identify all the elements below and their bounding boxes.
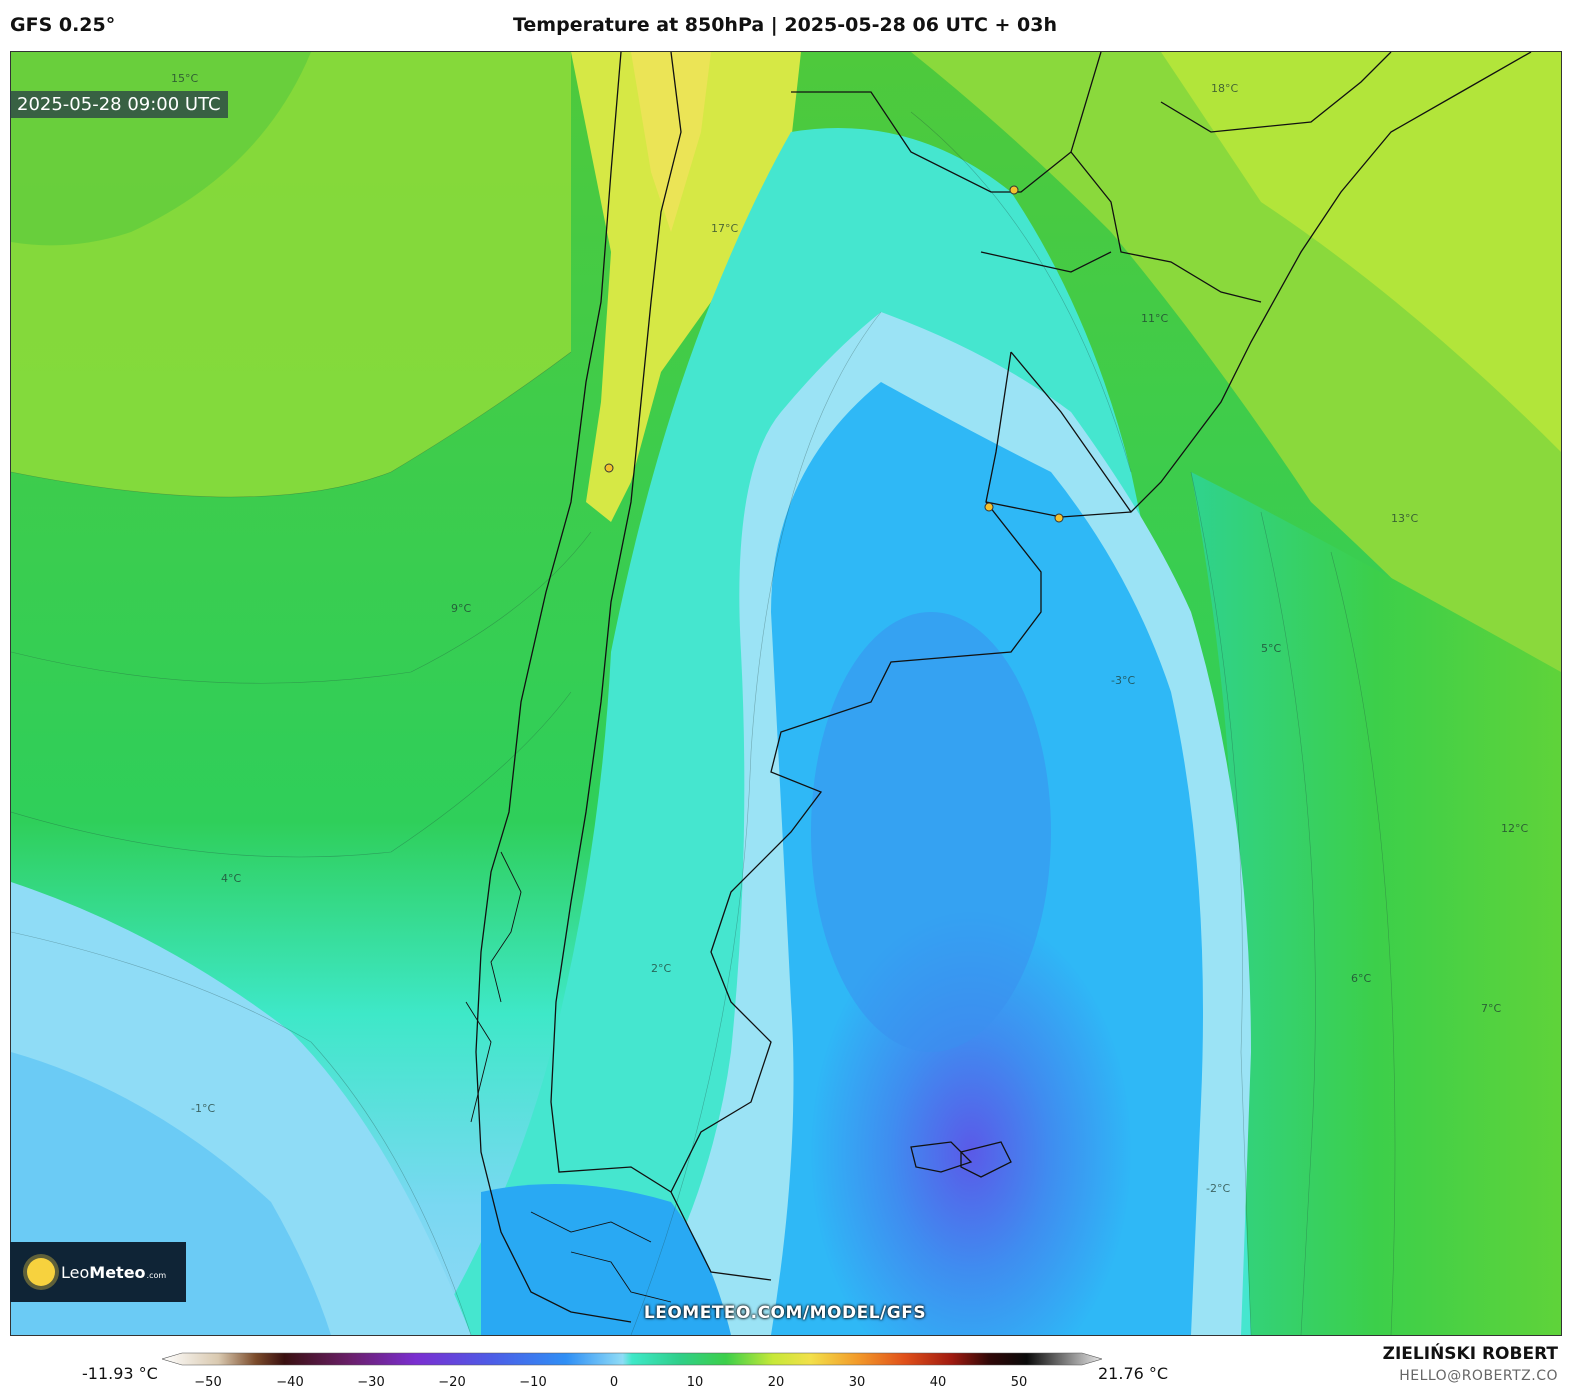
isotherm-label: 7°C <box>1481 1002 1501 1015</box>
isotherm-label: 18°C <box>1211 82 1238 95</box>
colorbar-tick: −40 <box>276 1375 303 1390</box>
isotherm-label: 5°C <box>1261 642 1281 655</box>
falkland-east <box>960 1141 1012 1178</box>
colorbar-tick: 0 <box>610 1375 618 1390</box>
hot-brazil-region <box>1161 52 1561 452</box>
temperature-map[interactable]: -3°C -2°C -1°C 2°C 4°C 6°C 9°C 11°C 13°C… <box>10 51 1562 1336</box>
colorbar-tick: −20 <box>438 1375 465 1390</box>
logo-text-meteo: Meteo <box>89 1262 146 1282</box>
model-name: GFS 0.25° <box>10 14 116 36</box>
logo-text-leo: Leo <box>61 1262 90 1282</box>
isotherm-label: -1°C <box>191 1102 215 1115</box>
logo-text-com: .com <box>146 1270 167 1280</box>
colorbar-tick: 50 <box>1011 1375 1028 1390</box>
isotherm-lines <box>11 111 1396 1335</box>
author-email[interactable]: HELLO@ROBERTZ.CO <box>1399 1368 1558 1384</box>
isotherm-label: -2°C <box>1206 1182 1230 1195</box>
isotherm-label: 13°C <box>1391 512 1418 525</box>
brazil-internal-border <box>1160 52 1392 133</box>
isotherm-label-group: -3°C -2°C -1°C 2°C 4°C 6°C 9°C 11°C 13°C… <box>171 72 1528 1195</box>
colorbar-gradient <box>162 1352 1102 1366</box>
city-asuncion[interactable] <box>1009 185 1019 195</box>
website-link[interactable]: LEOMETEO.COM/MODEL/GFS <box>643 1303 927 1323</box>
city-markers <box>604 185 1064 523</box>
isotherm-label: 4°C <box>221 872 241 885</box>
andes-hot-patch <box>631 52 711 232</box>
cold-core-north <box>811 612 1051 1052</box>
isotherm-label: 9°C <box>451 602 471 615</box>
isotherm-label: 12°C <box>1501 822 1528 835</box>
colorbar-tick: −50 <box>194 1375 221 1390</box>
leometeo-logo[interactable]: Leo Meteo .com <box>10 1242 186 1302</box>
city-montevideo[interactable] <box>1054 513 1064 523</box>
paraguay-border <box>980 251 1112 273</box>
author-name: ZIELIŃSKI ROBERT <box>1382 1344 1558 1364</box>
atlantic-coastline <box>670 351 1042 1281</box>
colorbar-ticks: −50 −40 −30 −20 −10 0 10 20 30 40 50 <box>194 1375 1027 1390</box>
city-buenos-aires[interactable] <box>984 502 994 512</box>
fjord-islands <box>465 851 672 1303</box>
brazil-coastline <box>1010 52 1532 514</box>
colorbar-min-value: -11.93 °C <box>82 1364 158 1383</box>
map-title: Temperature at 850hPa | 2025-05-28 06 UT… <box>512 14 1058 36</box>
colorbar-tick: 40 <box>930 1375 947 1390</box>
isotherm-label: 6°C <box>1351 972 1371 985</box>
sun-icon <box>27 1258 55 1286</box>
colorbar-max-value: 21.76 °C <box>1098 1364 1169 1383</box>
east-atlantic-green <box>1191 472 1561 1335</box>
valid-time-stamp: 2025-05-28 09:00 UTC <box>10 91 228 118</box>
map-canvas: -3°C -2°C -1°C 2°C 4°C 6°C 9°C 11°C 13°C… <box>11 52 1561 1335</box>
city-santiago[interactable] <box>604 463 614 473</box>
fuego-cold <box>481 1184 731 1335</box>
falkland-west <box>910 1141 973 1173</box>
colorbar-tick: 20 <box>768 1375 785 1390</box>
chile-argentina-border <box>550 52 682 1193</box>
bolivia-border <box>1070 52 1102 153</box>
isotherm-label: 11°C <box>1141 312 1168 325</box>
colorbar-tick: 30 <box>849 1375 866 1390</box>
isotherm-label: 17°C <box>711 222 738 235</box>
colorbar-tick: −10 <box>519 1375 546 1390</box>
temperature-colorbar: −50 −40 −30 −20 −10 0 10 20 30 40 50 <box>162 1352 1102 1390</box>
andes-warm-strip <box>571 52 801 522</box>
colorbar-tick: −30 <box>357 1375 384 1390</box>
isotherm-label: -3°C <box>1111 674 1135 687</box>
isotherm-label: 15°C <box>171 72 198 85</box>
pacific-coastline <box>475 52 632 1323</box>
colorbar-tick: 10 <box>687 1375 704 1390</box>
isotherm-label: 2°C <box>651 962 671 975</box>
